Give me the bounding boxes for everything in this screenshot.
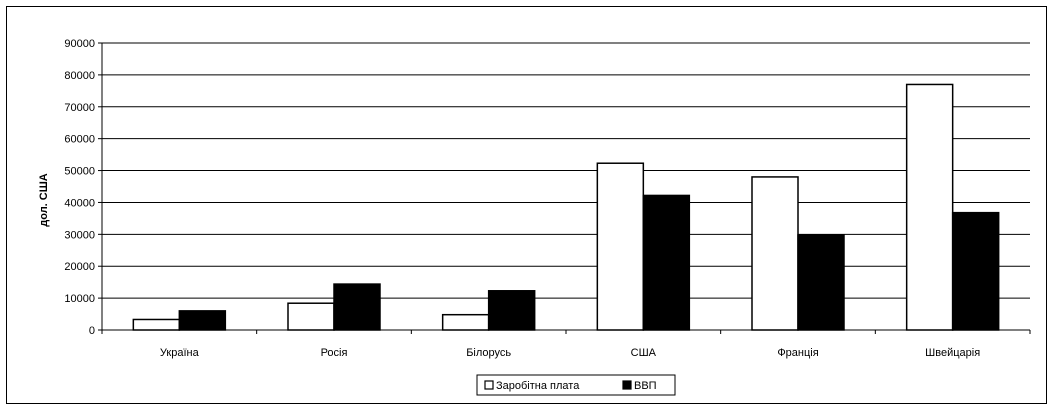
bar-series-0-0	[132, 318, 181, 331]
legend-swatch-0	[484, 380, 494, 390]
bar-series-1-2	[487, 290, 536, 331]
x-tick-label: Росія	[321, 347, 348, 359]
x-tick-label: США	[631, 347, 657, 359]
y-tick-label: 60000	[64, 134, 95, 146]
legend-swatch-1	[622, 380, 632, 390]
y-tick-label: 0	[89, 325, 95, 337]
bar-series-1-1	[333, 283, 381, 331]
legend-label-0: Заробітна плата	[496, 380, 580, 392]
legend-box	[476, 374, 676, 396]
y-tick-label: 10000	[64, 293, 95, 305]
y-tick-label: 80000	[64, 70, 95, 82]
x-tick-label: Франція	[777, 347, 818, 359]
bar-series-1-3	[642, 194, 691, 331]
bar-series-0-3	[596, 162, 645, 331]
chart-frame: 0 10000 20000 30000 40000 50000 60000 70000 8000…	[6, 6, 1047, 404]
y-axis-label: дол. США	[38, 173, 50, 227]
bar-chart: 0 10000 20000 30000 40000 50000 60000 70000 8000…	[38, 38, 1031, 396]
bar-series-0-4	[751, 176, 799, 331]
y-tick-label: 50000	[64, 166, 95, 178]
legend: Заробітна плата ВВП	[476, 374, 676, 396]
y-tick-label: 70000	[64, 102, 95, 114]
bar-series-0-2	[441, 313, 490, 331]
x-tick-label: Білорусь	[466, 347, 511, 359]
y-tick-label: 20000	[64, 261, 95, 273]
bar-series-1-0	[178, 310, 227, 331]
y-tick-label: 90000	[64, 38, 95, 50]
bar-series-1-5	[951, 211, 1000, 331]
x-tick-label: Швейцарія	[925, 347, 980, 359]
bar-series-0-5	[905, 83, 954, 331]
y-tick-label: 30000	[64, 229, 95, 241]
x-tick-label: Україна	[160, 347, 200, 359]
bar-series-0-1	[287, 302, 335, 331]
y-tick-label: 40000	[64, 197, 95, 209]
bar-series-1-4	[797, 234, 845, 331]
legend-label-1: ВВП	[634, 380, 657, 392]
